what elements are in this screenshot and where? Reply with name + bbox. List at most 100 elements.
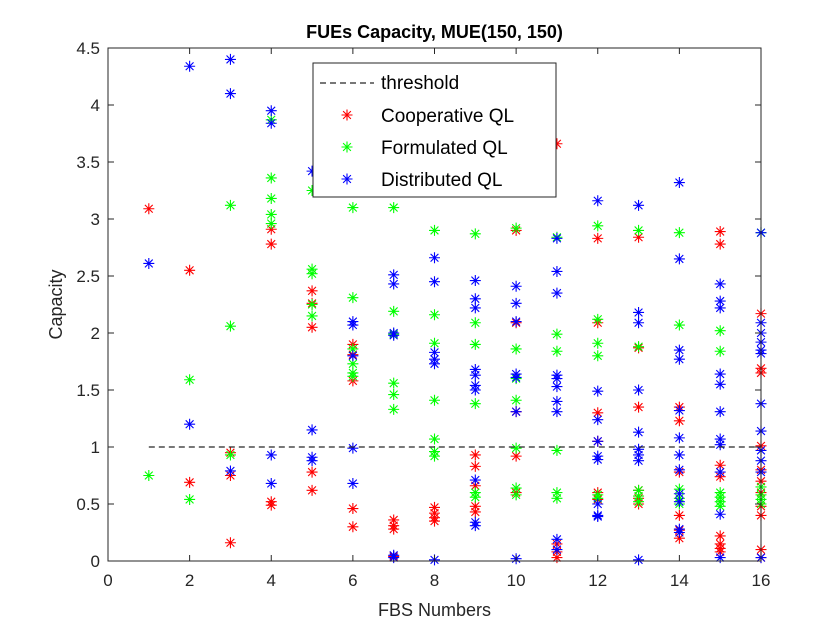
point-cooperative-ql: [714, 226, 726, 238]
point-distributed-ql: [510, 371, 522, 383]
point-formulated-ql: [510, 222, 522, 234]
point-formulated-ql: [592, 337, 604, 349]
point-distributed-ql: [224, 465, 236, 477]
y-tick-label: 2.5: [76, 267, 100, 286]
point-formulated-ql: [551, 328, 563, 340]
point-formulated-ql: [510, 343, 522, 355]
point-formulated-ql: [265, 192, 277, 204]
point-cooperative-ql: [347, 503, 359, 515]
point-distributed-ql: [306, 424, 318, 436]
point-distributed-ql: [429, 276, 440, 288]
point-formulated-ql: [551, 492, 563, 504]
point-cooperative-ql: [306, 466, 318, 478]
point-distributed-ql: [673, 405, 685, 417]
point-formulated-ql: [388, 403, 400, 415]
series-formulated-ql: [143, 114, 767, 512]
point-distributed-ql: [429, 252, 440, 264]
point-formulated-ql: [633, 484, 645, 496]
point-formulated-ql: [714, 345, 726, 357]
point-cooperative-ql: [592, 232, 604, 244]
point-formulated-ql: [469, 228, 481, 240]
point-cooperative-ql: [306, 484, 318, 496]
point-cooperative-ql: [469, 480, 481, 492]
point-distributed-ql: [347, 350, 359, 362]
point-distributed-ql: [714, 302, 726, 314]
point-formulated-ql: [592, 350, 604, 362]
point-distributed-ql: [224, 88, 236, 100]
point-formulated-ql: [347, 370, 359, 382]
point-cooperative-ql: [469, 500, 481, 512]
point-cooperative-ql: [429, 501, 440, 513]
point-cooperative-ql: [633, 401, 645, 413]
point-distributed-ql: [224, 53, 236, 65]
point-formulated-ql: [510, 442, 522, 454]
point-distributed-ql: [265, 117, 277, 129]
point-formulated-ql: [429, 337, 440, 349]
point-formulated-ql: [469, 338, 481, 350]
point-distributed-ql: [469, 293, 481, 305]
point-formulated-ql: [510, 394, 522, 406]
point-formulated-ql: [347, 358, 359, 370]
point-distributed-ql: [469, 384, 481, 396]
point-distributed-ql: [388, 269, 400, 281]
point-formulated-ql: [388, 202, 400, 214]
point-distributed-ql: [143, 257, 155, 269]
point-distributed-ql: [388, 278, 400, 290]
point-formulated-ql: [592, 220, 604, 232]
point-formulated-ql: [184, 493, 196, 505]
point-distributed-ql: [347, 319, 359, 331]
legend-label-cooperative-ql: Cooperative QL: [381, 106, 514, 127]
x-tick-label: 4: [267, 571, 276, 590]
point-distributed-ql: [306, 455, 318, 467]
point-distributed-ql: [714, 508, 726, 520]
point-cooperative-ql: [306, 285, 318, 297]
point-cooperative-ql: [673, 509, 685, 521]
point-cooperative-ql: [673, 415, 685, 427]
point-distributed-ql: [388, 552, 400, 564]
legend-label-formulated-ql: Formulated QL: [381, 138, 508, 159]
point-distributed-ql: [469, 474, 481, 486]
point-distributed-ql: [673, 527, 685, 538]
point-distributed-ql: [633, 449, 645, 461]
point-distributed-ql: [551, 395, 563, 407]
point-distributed-ql: [347, 442, 359, 454]
point-distributed-ql: [592, 511, 604, 523]
point-cooperative-ql: [184, 476, 196, 488]
point-distributed-ql: [633, 317, 645, 329]
point-formulated-ql: [347, 202, 359, 214]
point-formulated-ql: [265, 218, 277, 230]
point-distributed-ql: [673, 432, 685, 444]
y-tick-label: 3: [91, 210, 100, 229]
point-distributed-ql: [551, 373, 563, 385]
point-distributed-ql: [592, 385, 604, 397]
point-distributed-ql: [551, 544, 563, 556]
x-tick-label: 0: [103, 571, 112, 590]
point-distributed-ql: [673, 496, 685, 508]
point-cooperative-ql: [714, 530, 726, 542]
point-formulated-ql: [265, 208, 277, 220]
point-formulated-ql: [265, 172, 277, 184]
point-cooperative-ql: [551, 138, 563, 150]
x-tick-label: 8: [430, 571, 439, 590]
point-formulated-ql: [347, 292, 359, 304]
point-cooperative-ql: [551, 552, 563, 564]
point-formulated-ql: [673, 319, 685, 331]
point-distributed-ql: [714, 278, 726, 290]
point-formulated-ql: [469, 491, 481, 503]
y-tick-label: 1: [91, 438, 100, 457]
point-cooperative-ql: [184, 264, 196, 276]
point-distributed-ql: [429, 346, 440, 358]
point-distributed-ql: [510, 406, 522, 418]
point-formulated-ql: [429, 394, 440, 406]
legend: threshold Cooperative QL Formulated QL Dis…: [312, 62, 557, 198]
point-distributed-ql: [510, 316, 522, 328]
point-distributed-ql: [551, 533, 563, 545]
point-distributed-ql: [592, 195, 604, 207]
point-formulated-ql: [551, 345, 563, 357]
point-distributed-ql: [633, 443, 645, 455]
point-formulated-ql: [224, 199, 236, 211]
point-distributed-ql: [592, 435, 604, 447]
legend-threshold-label: threshold: [381, 73, 459, 94]
point-formulated-ql: [388, 389, 400, 401]
